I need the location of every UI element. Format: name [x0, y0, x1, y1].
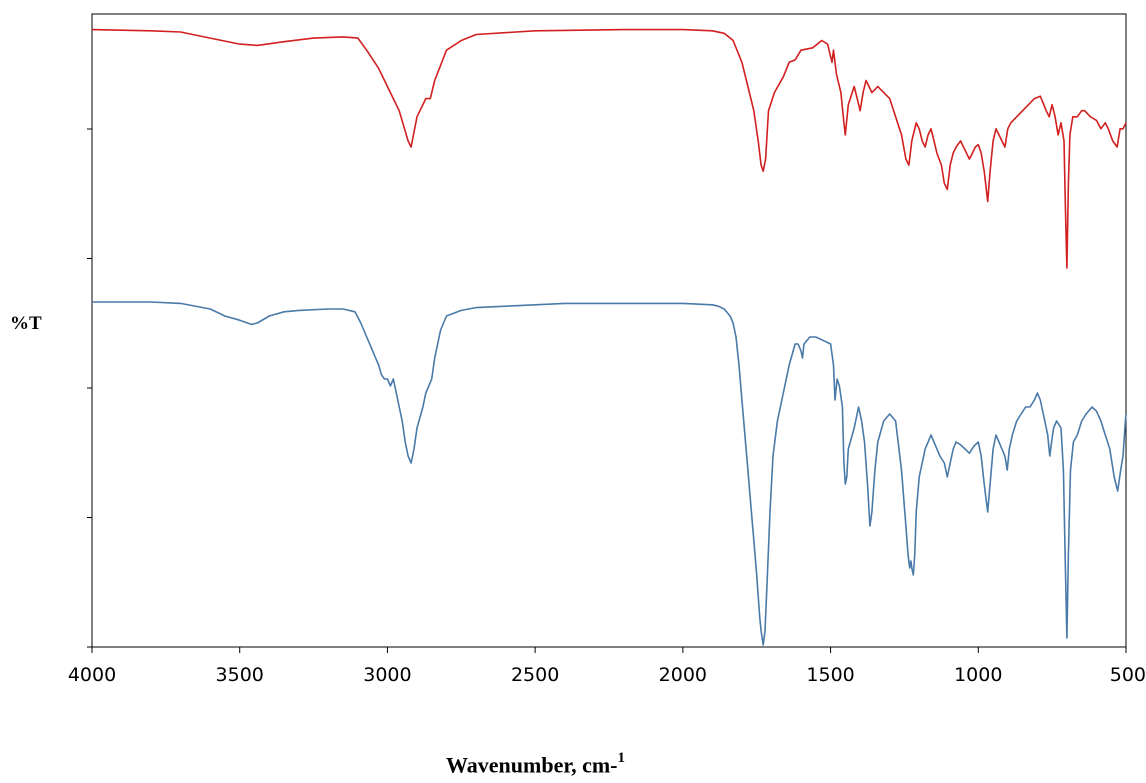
- plot-frame: [91, 13, 1127, 648]
- x-tick-label: 1500: [806, 664, 854, 686]
- spectrum-trace-2: [92, 301, 1127, 646]
- y-axis-label-text: %T: [10, 313, 42, 334]
- x-tick-label: 3500: [216, 664, 264, 686]
- x-axis-label-text: Wavenumber, cm-: [446, 752, 618, 778]
- spectrum-trace-1: [91, 28, 1127, 269]
- x-axis-label-superscript: 1: [617, 750, 626, 766]
- y-ticks: [87, 128, 92, 648]
- y-axis-label: %T: [10, 313, 42, 335]
- x-tick-label: 2500: [511, 664, 559, 686]
- x-ticks: 4000 3500 3000 2500 2000 1500 1000 500: [68, 647, 1146, 686]
- x-tick-label: 3000: [363, 664, 411, 686]
- x-axis-label: Wavenumber, cm-1: [446, 750, 626, 778]
- x-tick-label: 2000: [659, 664, 707, 686]
- series-group: [91, 28, 1127, 646]
- x-tick-label: 500: [1110, 664, 1146, 686]
- x-tick-label: 4000: [68, 664, 116, 686]
- x-tick-label: 1000: [954, 664, 1002, 686]
